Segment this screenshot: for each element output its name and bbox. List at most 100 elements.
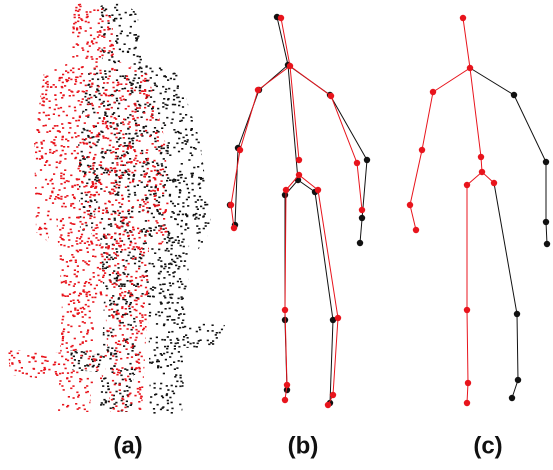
cloud-point — [166, 248, 168, 250]
cloud-point — [223, 165, 225, 167]
cloud-point — [175, 65, 177, 67]
cloud-point — [194, 195, 196, 197]
cloud-point — [70, 175, 72, 177]
cloud-point — [164, 104, 166, 106]
cloud-point — [48, 65, 50, 67]
cloud-point — [151, 3, 153, 5]
cloud-point — [112, 151, 114, 153]
cloud-point — [43, 31, 45, 33]
cloud-point — [149, 79, 151, 81]
cloud-point — [151, 333, 153, 335]
cloud-point — [113, 365, 115, 367]
cloud-point — [156, 269, 158, 271]
cloud-point — [138, 68, 140, 70]
cloud-point — [76, 190, 78, 192]
cloud-point — [107, 26, 109, 28]
cloud-point — [127, 280, 129, 282]
cloud-point — [37, 242, 39, 244]
cloud-point — [169, 294, 171, 296]
cloud-point — [64, 153, 66, 155]
cloud-point — [76, 279, 78, 281]
cloud-point — [180, 177, 182, 179]
cloud-point — [74, 283, 76, 285]
cloud-point — [13, 396, 15, 398]
cloud-point — [211, 164, 213, 166]
cloud-point — [87, 416, 89, 418]
cloud-point — [129, 308, 131, 310]
cloud-point — [126, 348, 128, 350]
cloud-point — [112, 123, 114, 125]
cloud-point — [203, 149, 205, 151]
cloud-point — [114, 219, 116, 221]
cloud-point — [106, 115, 108, 117]
cloud-point — [84, 314, 86, 316]
cloud-point — [210, 234, 212, 236]
cloud-point — [25, 227, 27, 229]
cloud-point — [39, 281, 41, 283]
cloud-point — [197, 378, 199, 380]
cloud-point — [136, 271, 138, 273]
cloud-point — [106, 186, 108, 188]
cloud-point — [203, 324, 205, 326]
cloud-point — [160, 16, 162, 18]
cloud-point — [221, 361, 223, 363]
cloud-point — [98, 315, 100, 317]
cloud-point — [70, 79, 72, 81]
cloud-point — [197, 73, 199, 75]
cloud-point — [163, 122, 165, 124]
cloud-point — [84, 322, 86, 324]
cloud-point — [137, 298, 139, 300]
cloud-point — [107, 82, 109, 84]
cloud-point — [17, 311, 19, 313]
cloud-point — [56, 62, 58, 64]
cloud-point — [69, 95, 71, 97]
cloud-point — [146, 345, 148, 347]
cloud-point — [72, 260, 74, 262]
cloud-point — [150, 38, 152, 40]
cloud-point — [160, 169, 162, 171]
cloud-point — [181, 148, 183, 150]
cloud-point — [16, 9, 18, 11]
cloud-point — [40, 193, 42, 195]
cloud-point — [24, 48, 26, 50]
cloud-point — [23, 82, 25, 84]
cloud-point — [41, 156, 43, 158]
cloud-point — [225, 86, 227, 88]
cloud-point — [179, 171, 181, 173]
cloud-point — [144, 340, 146, 342]
cloud-point — [206, 176, 208, 178]
cloud-point — [158, 278, 160, 280]
cloud-point — [49, 388, 51, 390]
cloud-point — [108, 315, 110, 317]
cloud-point — [144, 373, 146, 375]
cloud-point — [70, 311, 72, 313]
cloud-point — [75, 136, 77, 138]
cloud-point — [102, 389, 104, 391]
cloud-point — [21, 29, 23, 31]
cloud-point — [163, 332, 165, 334]
cloud-point — [52, 248, 54, 250]
cloud-point — [97, 394, 99, 396]
cloud-point — [78, 17, 80, 19]
cloud-point — [154, 84, 156, 86]
cloud-point — [226, 148, 228, 150]
cloud-point — [179, 327, 181, 329]
cloud-point — [143, 252, 145, 254]
cloud-point — [57, 56, 59, 58]
cloud-point — [6, 147, 8, 149]
cloud-point — [59, 373, 61, 375]
cloud-point — [196, 287, 198, 289]
cloud-point — [127, 255, 129, 257]
cloud-point — [145, 242, 147, 244]
cloud-point — [84, 47, 86, 49]
cloud-point — [110, 152, 112, 154]
cloud-point — [105, 415, 107, 417]
cloud-point — [175, 255, 177, 257]
joint — [464, 307, 470, 313]
cloud-point — [213, 117, 215, 119]
cloud-point — [93, 396, 95, 398]
cloud-point — [43, 140, 45, 142]
cloud-point — [140, 285, 142, 287]
cloud-point — [165, 36, 167, 38]
cloud-point — [87, 20, 89, 22]
